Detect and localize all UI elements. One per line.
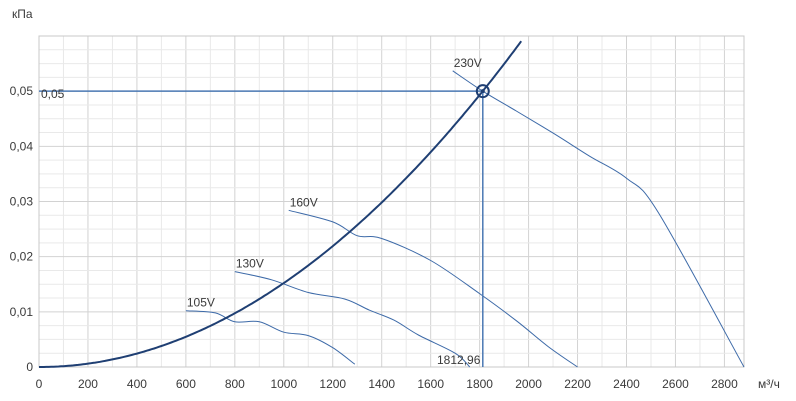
- y-tick-label: 0,05: [10, 84, 34, 98]
- x-tick-label: 2200: [564, 377, 591, 391]
- fan-curve-130v: [234, 271, 471, 368]
- operating-x-annotation: 1812,96: [437, 353, 481, 367]
- y-tick-label: 0,04: [10, 139, 34, 153]
- y-tick-label: 0,03: [10, 195, 34, 209]
- x-tick-label: 600: [176, 377, 196, 391]
- operating-y-annotation: 0,05: [41, 87, 65, 101]
- series-labels: 230V 160V 130V 105V: [187, 56, 482, 310]
- x-tick-label: 800: [225, 377, 245, 391]
- series-label-230v: 230V: [454, 56, 482, 70]
- series-label-130v: 130V: [236, 257, 264, 271]
- y-axis-label: кПа: [12, 7, 33, 21]
- x-tick-label: 1800: [466, 377, 493, 391]
- x-tick-label: 200: [78, 377, 98, 391]
- operating-point-lines: [39, 90, 484, 367]
- fan-curve-160v: [288, 209, 578, 368]
- x-axis-label: м³/ч: [758, 377, 780, 391]
- x-tick-label: 2000: [515, 377, 542, 391]
- x-tick-label: 1400: [368, 377, 395, 391]
- fan-curve-105v: [185, 310, 356, 365]
- series-label-105v: 105V: [187, 296, 215, 310]
- chart-grid: [39, 36, 744, 367]
- x-axis-ticks: 0 200 400 600 800 1000 1200 1400 1600 1800 2000 220…: [36, 377, 738, 391]
- plot-border: [38, 35, 745, 368]
- system-resistance-curve: [39, 40, 523, 368]
- fan-curve-230v: [452, 70, 745, 368]
- x-tick-label: 2400: [613, 377, 640, 391]
- x-tick-label: 2600: [662, 377, 689, 391]
- y-tick-label: 0,02: [10, 250, 34, 264]
- x-tick-label: 1600: [417, 377, 444, 391]
- x-tick-label: 0: [36, 377, 43, 391]
- x-tick-label: 1000: [270, 377, 297, 391]
- y-tick-label: 0: [26, 360, 33, 374]
- y-tick-label: 0,01: [10, 305, 34, 319]
- x-tick-label: 1200: [319, 377, 346, 391]
- operating-point-dot: [480, 89, 485, 94]
- y-axis-ticks: 0 0,01 0,02 0,03 0,04 0,05: [10, 84, 34, 374]
- x-tick-label: 2800: [711, 377, 738, 391]
- chart-series: [39, 40, 745, 368]
- x-tick-label: 400: [127, 377, 147, 391]
- operating-point-marker: [475, 84, 490, 99]
- series-label-160v: 160V: [290, 195, 318, 209]
